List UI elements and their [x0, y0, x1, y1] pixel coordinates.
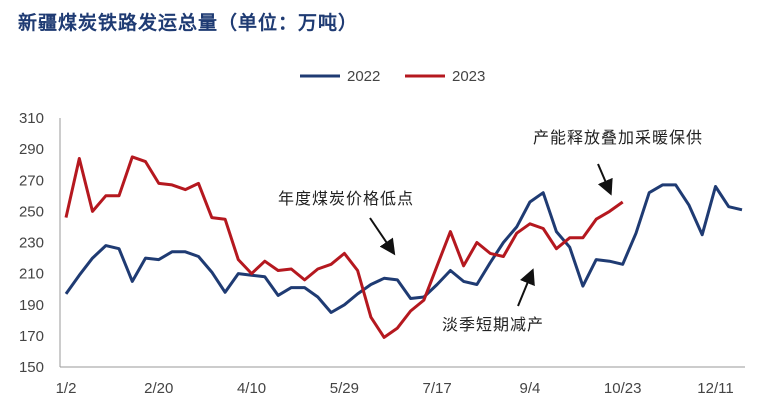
annotation-price-low-arrow	[369, 217, 396, 256]
legend-label-2023: 2023	[452, 68, 485, 85]
x-tick-label: 5/29	[330, 380, 359, 397]
y-tick-label: 150	[19, 359, 44, 376]
series-line-2023	[64, 155, 624, 339]
y-tick-label: 230	[19, 235, 44, 252]
x-tick-label: 12/11	[697, 380, 733, 397]
annotation-price-low: 年度煤炭价格低点	[278, 189, 414, 208]
annotation-capacity-heating: 产能释放叠加采暖保供	[533, 128, 703, 147]
annotation-offseason-cut: 淡季短期减产	[442, 315, 544, 334]
y-tick-label: 250	[19, 203, 44, 220]
y-tick-labels: 150 170 190 210 230 250 270 290 310	[19, 110, 44, 376]
x-tick-label: 10/23	[604, 380, 642, 397]
annotation-capacity-heating-arrow	[597, 163, 613, 196]
legend: 2022 2023	[300, 68, 485, 85]
legend-label-2022: 2022	[347, 68, 380, 85]
x-tick-label: 9/4	[519, 380, 540, 397]
x-tick-label: 1/2	[56, 380, 77, 397]
chart-title: 新疆煤炭铁路发运总量（单位：万吨）	[18, 12, 359, 34]
annotation-offseason-cut-arrow	[517, 268, 535, 307]
y-tick-label: 190	[19, 297, 44, 314]
x-tick-labels: 1/2 2/20 4/10 5/29 7/17 9/4 10/23 12/11	[56, 380, 734, 397]
x-tick-label: 7/17	[423, 380, 452, 397]
x-tick-label: 4/10	[237, 380, 266, 397]
y-tick-label: 170	[19, 328, 44, 345]
y-tick-label: 310	[19, 110, 44, 127]
series-layer	[64, 155, 743, 339]
series-line-2022	[64, 183, 743, 314]
y-tick-label: 270	[19, 172, 44, 189]
y-tick-label: 290	[19, 141, 44, 158]
y-tick-label: 210	[19, 266, 44, 283]
x-tick-label: 2/20	[144, 380, 173, 397]
